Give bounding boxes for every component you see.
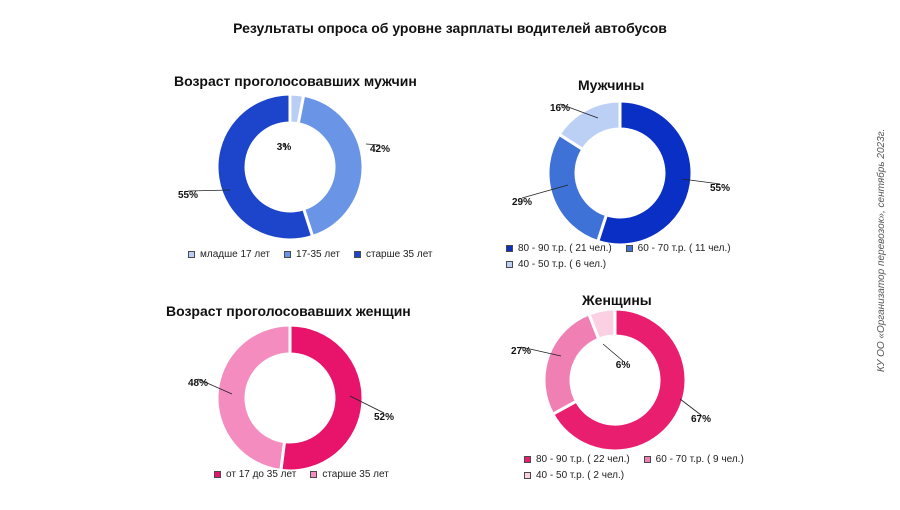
legend-item: 80 - 90 т.р. ( 22 чел.) [524, 454, 630, 465]
leader-line [349, 395, 385, 414]
legend-row: от 17 до 35 лет старше 35 лет [214, 466, 403, 482]
source-note: КУ ОО «Организатор перевозок», сентябрь … [876, 128, 887, 372]
legend-row: 80 - 90 т.р. ( 22 чел.) 60 - 70 т.р. ( 9 … [524, 451, 758, 467]
leader-line [602, 343, 624, 362]
chart-title-men-salary: Мужчины [578, 77, 645, 93]
legend-swatch [625, 244, 633, 252]
legend-swatch [506, 260, 513, 268]
legend-item: 80 - 90 т.р. ( 21 чел.) [506, 243, 612, 254]
legend-item: старше 35 лет [310, 469, 389, 480]
donut-chart-women-age: 52% 48% [188, 323, 394, 473]
legend-men-age: младше 17 лет 17-35 лет старше 35 лет [188, 246, 447, 262]
legend-label: старше 35 лет [366, 248, 433, 260]
chart-title-men-age: Возраст проголосовавших мужчин [174, 73, 417, 89]
legend-swatch [214, 470, 221, 478]
leader-line [681, 178, 721, 185]
legend-item: 60 - 70 т.р. ( 9 чел.) [643, 453, 744, 465]
donut-slice [542, 312, 601, 417]
leader-line [521, 184, 569, 199]
donut-chart-men-age: 3% 42% 55% [178, 92, 390, 242]
leader-line [187, 189, 231, 192]
legend-men-salary: 80 - 90 т.р. ( 21 чел.) 60 - 70 т.р. ( 11… [506, 240, 745, 272]
legend-row: 40 - 50 т.р. ( 2 чел.) [524, 467, 758, 483]
legend-label: 60 - 70 т.р. ( 11 чел.) [637, 242, 731, 254]
leader-line [679, 398, 702, 416]
data-label: 55% [710, 183, 730, 194]
donut-slice [557, 99, 622, 152]
legend-swatch [310, 470, 318, 478]
legend-label: 40 - 50 т.р. ( 6 чел.) [518, 258, 607, 270]
legend-row: младше 17 лет 17-35 лет старше 35 лет [188, 246, 447, 262]
legend-label: 17-35 лет [296, 248, 341, 260]
leader-line [197, 378, 233, 395]
leader-line [520, 346, 562, 357]
legend-women-salary: 80 - 90 т.р. ( 22 чел.) 60 - 70 т.р. ( 9 … [524, 451, 758, 483]
legend-item: от 17 до 35 лет [214, 469, 296, 480]
legend-swatch [524, 471, 531, 479]
legend-item: 60 - 70 т.р. ( 11 чел.) [625, 242, 731, 254]
data-label: 16% [550, 103, 570, 114]
donut-slice [550, 307, 688, 453]
data-label: 27% [511, 346, 531, 357]
legend-swatch [524, 455, 531, 463]
chart-title-women-salary: Женщины [582, 292, 652, 308]
donut-slice [595, 99, 694, 247]
leader-line [283, 142, 287, 151]
donut-slice [215, 323, 292, 473]
chart-title-women-age: Возраст проголосовавших женщин [166, 303, 411, 319]
leader-line [559, 103, 599, 119]
legend-swatch [284, 250, 292, 258]
donut-slice [296, 93, 365, 239]
main-title: Результаты опроса об уровне зарплаты вод… [233, 20, 667, 36]
legend-swatch [188, 250, 195, 258]
legend-item: 40 - 50 т.р. ( 2 чел.) [524, 470, 624, 481]
legend-label: от 17 до 35 лет [226, 468, 297, 480]
donut-slice [215, 92, 315, 242]
legend-swatch [643, 455, 651, 463]
data-label: 6% [616, 360, 631, 371]
legend-swatch [506, 244, 513, 252]
legend-item: 40 - 50 т.р. ( 6 чел.) [506, 259, 606, 270]
data-label: 52% [374, 412, 394, 423]
data-label: 67% [691, 414, 711, 425]
leader-line [365, 143, 381, 146]
legend-swatch [354, 250, 362, 258]
donut-slice [586, 307, 617, 342]
donut-chart-men-salary: 55% 29% 16% [512, 99, 730, 247]
donut-slice [279, 323, 365, 473]
legend-label: младше 17 лет [200, 248, 271, 260]
donut-chart-women-salary: 67% 27% 6% [511, 307, 711, 453]
legend-label: 40 - 50 т.р. ( 2 чел.) [536, 469, 625, 481]
legend-item: младше 17 лет [188, 249, 270, 260]
data-label: 55% [178, 190, 198, 201]
legend-row: 80 - 90 т.р. ( 21 чел.) 60 - 70 т.р. ( 11… [506, 240, 745, 256]
legend-row: 40 - 50 т.р. ( 6 чел.) [506, 256, 745, 272]
legend-label: старше 35 лет [322, 468, 389, 480]
legend-label: 60 - 70 т.р. ( 9 чел.) [655, 453, 744, 465]
data-label: 3% [277, 142, 292, 153]
legend-label: 80 - 90 т.р. ( 22 чел.) [536, 453, 630, 465]
legend-item: 17-35 лет [284, 249, 340, 260]
data-label: 29% [512, 197, 532, 208]
legend-item: старше 35 лет [354, 249, 433, 260]
legend-label: 80 - 90 т.р. ( 21 чел.) [518, 242, 612, 254]
data-label: 48% [188, 378, 208, 389]
data-label: 42% [370, 144, 390, 155]
legend-women-age: от 17 до 35 лет старше 35 лет [214, 466, 403, 482]
